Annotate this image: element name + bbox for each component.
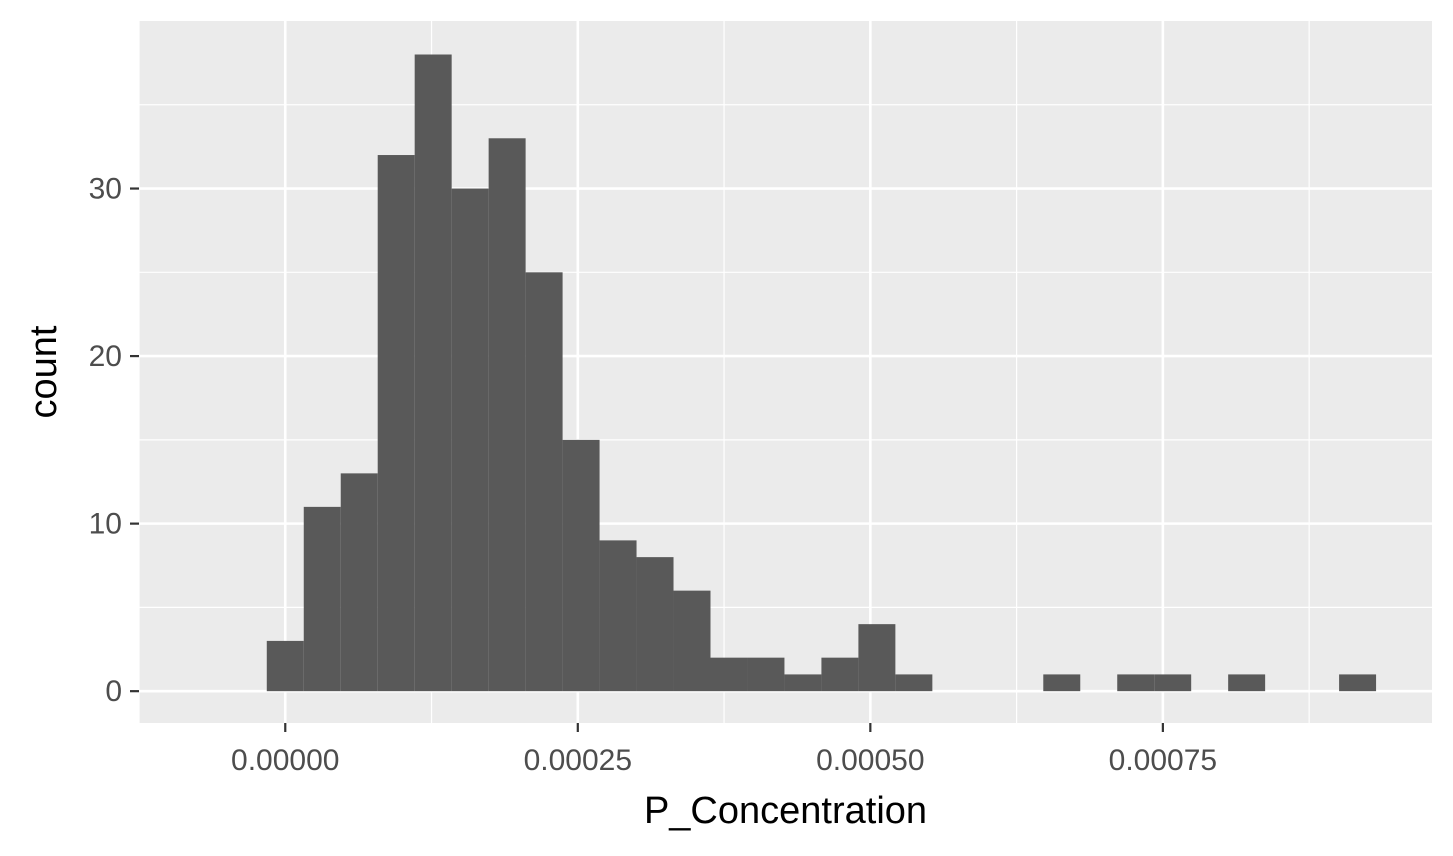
histogram-bar [525,272,563,692]
histogram-bar [821,657,859,692]
histogram-bar [1228,674,1266,692]
histogram-bar [1154,674,1192,692]
histogram-bar [488,138,526,692]
histogram-bar [673,590,711,692]
histogram-bar [895,674,933,692]
histogram-bar [266,640,304,692]
histogram-bar [747,657,785,692]
x-tick-label: 0.00050 [816,744,924,777]
x-tick-label: 0.00025 [524,744,632,777]
histogram-bar [414,54,452,692]
y-axis-ticks: 0 10 20 30 [89,173,139,708]
histogram-bar [784,674,822,692]
histogram-bar [1117,674,1155,692]
x-axis-ticks: 0.00000 0.00025 0.00050 0.00075 [231,723,1217,777]
histogram-bar [562,439,600,692]
histogram-bar [377,155,415,692]
histogram-bar [858,624,896,692]
histogram-bar [340,473,378,692]
y-tick-label: 20 [89,340,122,373]
histogram-bar [710,657,748,692]
y-tick-label: 0 [105,675,122,708]
x-tick-label: 0.00075 [1109,744,1217,777]
histogram-bar [451,188,489,692]
x-tick-label: 0.00000 [231,744,339,777]
y-tick-label: 10 [89,508,122,541]
y-axis-title: count [23,325,65,418]
histogram-bar [1339,674,1377,692]
histogram-bar [303,506,341,692]
histogram-bar [599,540,637,692]
histogram-bars [266,54,1377,692]
y-tick-label: 30 [89,173,122,206]
x-axis-title: P_Concentration [644,790,927,832]
histogram-bar [636,557,674,692]
histogram-bar [1043,674,1081,692]
